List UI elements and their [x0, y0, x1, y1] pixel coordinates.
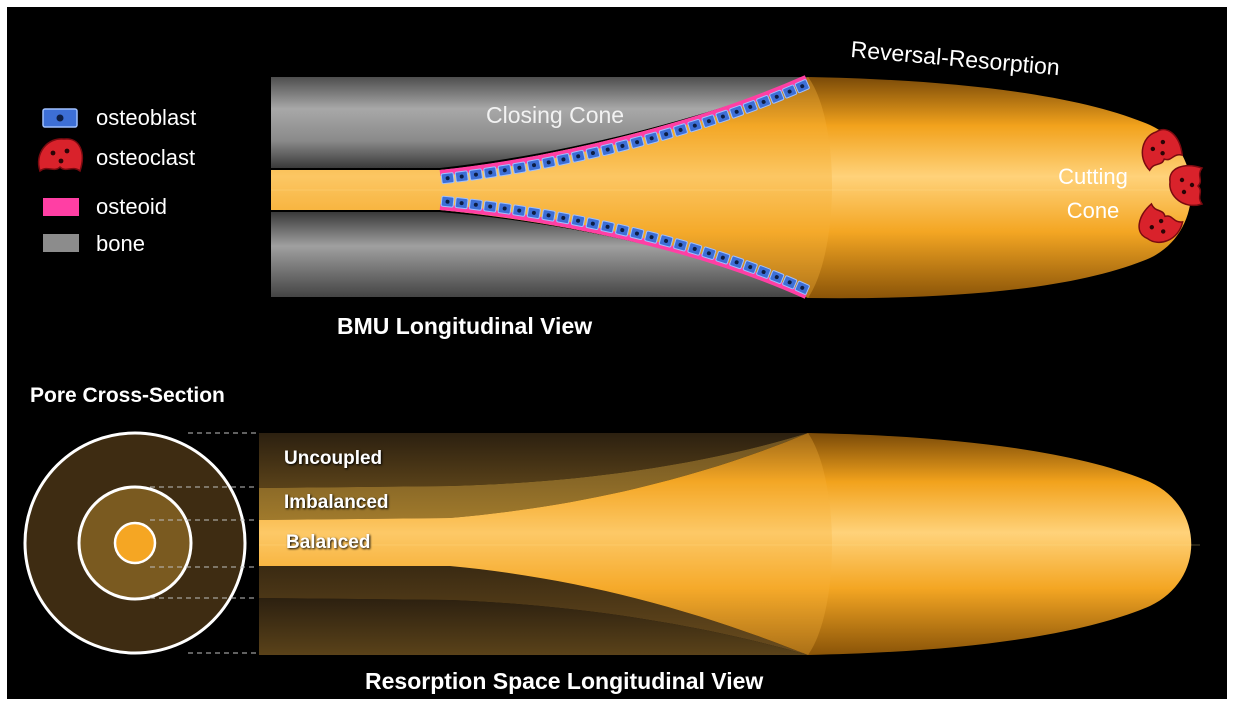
osteoblast-cell — [440, 172, 455, 185]
legend-label-bone: bone — [96, 231, 145, 256]
osteoblast-cell — [454, 197, 469, 210]
uncoupled-band-lower — [259, 598, 808, 655]
osteoblast-cell — [454, 170, 469, 183]
osteoblast-cell — [782, 275, 798, 290]
osteoblast-cell — [615, 139, 630, 153]
osteoid-upper — [439, 75, 808, 176]
osteoblast-cell — [701, 246, 717, 260]
bone-upper — [271, 77, 808, 168]
osteoblast-cell — [729, 255, 745, 270]
legend-label-osteoblast: osteoblast — [96, 105, 197, 130]
pore-cross-section-title: Pore Cross-Section — [30, 384, 225, 407]
closing-cone-label: Closing Cone — [486, 102, 625, 128]
osteoclast-cluster — [1138, 128, 1204, 244]
pore-cross-section — [23, 431, 258, 655]
osteoblast-cell — [794, 280, 810, 295]
osteoblast-cell — [512, 204, 527, 217]
osteoblast-cell — [483, 166, 498, 179]
resorption-space-cavity — [259, 433, 1192, 655]
balanced-label: Balanced — [286, 532, 371, 553]
osteoblast-cell — [585, 217, 600, 231]
bmu-longitudinal-diagram — [271, 75, 1204, 299]
osteoblast-cell — [468, 198, 483, 211]
osteoblast-cell — [600, 220, 615, 234]
uncoupled-label: Uncoupled — [284, 448, 383, 469]
osteoblast-cell — [715, 250, 731, 265]
osteoblast-cell — [497, 202, 512, 215]
osteoblast-cell — [794, 79, 810, 94]
osteoblast-cell — [440, 195, 455, 208]
osteoblast-cell — [687, 118, 703, 133]
osteoblast-cell — [756, 95, 772, 109]
projection-lines — [150, 432, 258, 654]
osteoclast-cell-icon — [37, 138, 84, 173]
osteoblast-cell — [556, 211, 571, 225]
osteoblast-cell — [742, 260, 758, 274]
cutting-cone-label-line2: Cone — [1066, 198, 1120, 223]
osteoblast-cell — [469, 168, 483, 181]
legend — [37, 108, 84, 252]
osteoblast-cell — [673, 238, 688, 252]
osteoblast-cell — [526, 206, 541, 220]
osteoclast-icon — [1141, 128, 1184, 172]
osteoblast-cell — [600, 143, 615, 156]
osteoblast-cell — [497, 164, 512, 177]
osteoblast-cell — [644, 131, 659, 145]
osteoblast-cell — [673, 123, 688, 137]
osteoblast-cell — [512, 161, 527, 175]
osteoblast-cell — [769, 270, 785, 285]
osteoblast-cell — [701, 114, 717, 128]
osteoblast-cell — [687, 242, 703, 256]
osteoblast-cell — [541, 156, 556, 169]
osteoclast-icon — [1138, 202, 1184, 244]
osteoblast-cell — [729, 104, 745, 119]
osteoblast-row-lower — [440, 195, 810, 295]
osteoblast-cell — [629, 135, 645, 149]
osteoblast-cell — [526, 158, 542, 172]
osteoblast-cell — [483, 200, 498, 213]
resorption-space-title: Resorption Space Longitudinal View — [365, 668, 764, 694]
bone-swatch — [43, 234, 79, 252]
osteoblast-cell — [541, 209, 556, 222]
cross-section-balanced-core — [113, 521, 157, 565]
resorption-cavity — [271, 77, 1192, 299]
osteoid-lower — [439, 204, 808, 299]
osteoblast-cell — [615, 223, 630, 237]
osteoblast-cell — [585, 146, 601, 160]
osteoblast-cell — [715, 109, 731, 124]
legend-label-osteoclast: osteoclast — [96, 145, 196, 170]
osteoblast-row-upper — [440, 79, 810, 185]
bone-lower — [271, 212, 808, 297]
legend-label-osteoid: osteoid — [96, 194, 167, 219]
bmu-longitudinal-title: BMU Longitudinal View — [337, 313, 593, 339]
osteoblast-cell — [769, 89, 785, 104]
resorption-space-diagram — [259, 433, 1200, 655]
osteoid-swatch — [43, 198, 79, 216]
osteoblast-cell — [556, 153, 571, 166]
osteoblast-cell — [629, 227, 645, 240]
osteoblast-cell — [571, 149, 586, 163]
osteoclast-icon — [1169, 164, 1204, 207]
imbalanced-band-lower — [259, 566, 808, 655]
osteoblast-cell — [742, 100, 758, 114]
osteoblast-cell — [658, 234, 674, 248]
resorption-space-highlight — [259, 433, 832, 655]
imbalanced-label: Imbalanced — [284, 492, 389, 513]
osteoblast-cell — [658, 127, 674, 141]
osteoblast-cell — [782, 84, 798, 99]
osteoblast-cell — [756, 265, 772, 279]
osteoblast-cell-icon — [42, 108, 78, 128]
osteoblast-cell — [644, 230, 659, 244]
imbalanced-band — [259, 433, 808, 520]
osteoblast-cell — [570, 214, 586, 228]
cutting-cone-label-line1: Cutting — [1058, 164, 1128, 189]
uncoupled-band — [259, 433, 808, 488]
